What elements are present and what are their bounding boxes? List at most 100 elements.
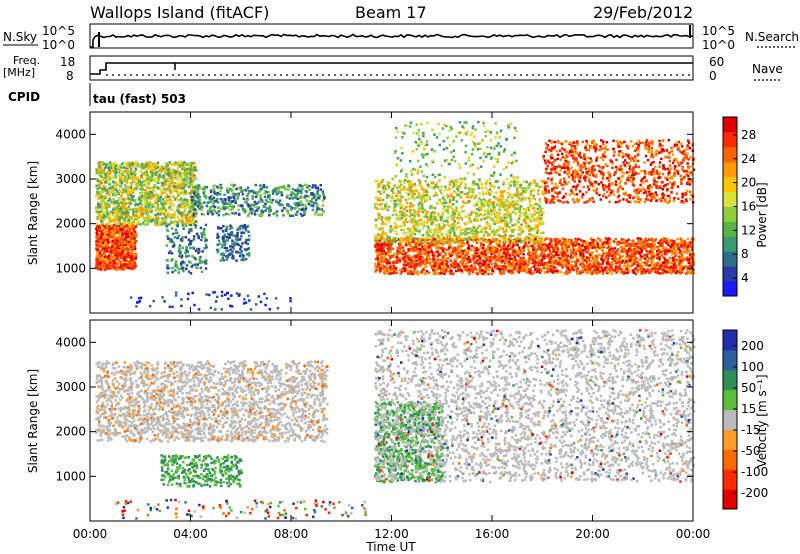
data-cell (171, 204, 175, 207)
data-cell (195, 192, 198, 196)
data-cell (654, 238, 658, 241)
data-cell (603, 240, 606, 244)
data-cell (636, 237, 639, 240)
data-cell (108, 183, 111, 186)
data-cell (180, 239, 183, 242)
data-cell (141, 206, 144, 210)
data-cell (177, 215, 180, 219)
data-cell (184, 224, 188, 228)
data-cell (299, 189, 302, 193)
data-cell (189, 211, 192, 215)
data-cell (139, 202, 142, 205)
data-cell (194, 214, 198, 217)
nsky-tick-top: 10^5 (42, 24, 75, 38)
data-cell (101, 216, 105, 220)
data-cell (111, 213, 115, 217)
data-cell (103, 225, 106, 228)
data-cell (114, 258, 117, 261)
data-cell (140, 162, 144, 166)
data-cell (124, 184, 127, 187)
data-cell (107, 215, 110, 219)
data-cell (154, 205, 158, 209)
data-cell (222, 224, 225, 228)
data-cell (111, 177, 114, 180)
data-cell (184, 251, 187, 254)
data-cell (235, 187, 238, 191)
data-cell (193, 256, 196, 260)
data-cell (650, 259, 653, 262)
data-cell (240, 204, 244, 207)
data-cell (157, 181, 160, 185)
data-cell (157, 175, 161, 179)
data-cell (605, 251, 608, 255)
data-cell (242, 189, 245, 192)
data-cell (204, 239, 207, 243)
data-cell (296, 201, 300, 205)
data-cell (186, 163, 189, 166)
data-cell (294, 193, 297, 196)
data-cell (115, 193, 118, 197)
data-cell (483, 270, 487, 274)
data-cell (218, 185, 222, 188)
data-cell (133, 237, 136, 240)
data-cell (112, 249, 116, 252)
data-cell (144, 180, 147, 183)
data-cell (139, 199, 142, 203)
data-cell (534, 256, 538, 259)
data-cell (120, 261, 124, 265)
data-cell (170, 183, 173, 187)
data-cell (109, 241, 112, 244)
data-cell (316, 213, 320, 216)
data-cell (242, 208, 245, 212)
data-cell (235, 250, 238, 254)
data-cell (203, 247, 206, 250)
data-cell (106, 242, 110, 245)
data-cell (139, 296, 143, 300)
data-cell (188, 228, 191, 231)
data-cell (200, 259, 203, 263)
data-cell (235, 259, 238, 262)
data-cell (178, 203, 181, 207)
data-cell (123, 258, 127, 262)
data-cell (100, 224, 103, 228)
data-cell (124, 189, 128, 192)
data-cell (140, 195, 144, 198)
data-cell (96, 244, 100, 247)
data-cell (106, 164, 110, 168)
data-cell (264, 190, 267, 193)
data-cell (167, 188, 171, 191)
data-cell (276, 192, 279, 195)
data-cell (100, 220, 103, 223)
data-cell (128, 161, 132, 165)
nsearch-label: N.Search (745, 30, 799, 44)
data-cell (113, 201, 116, 204)
data-cell (205, 293, 208, 296)
data-cell (130, 182, 133, 186)
data-cell (159, 213, 162, 216)
data-cell (234, 201, 237, 204)
data-cell (260, 214, 263, 217)
data-cell (104, 175, 107, 178)
data-cell (122, 217, 125, 220)
data-cell (189, 272, 193, 275)
data-cell (200, 212, 204, 216)
data-cell (155, 178, 158, 181)
data-cell (130, 259, 133, 263)
data-cell (114, 248, 117, 251)
data-cell (181, 224, 185, 227)
data-cell (274, 297, 278, 300)
data-cell (134, 202, 137, 205)
data-cell (639, 246, 643, 249)
data-cell (233, 244, 236, 247)
data-cell (201, 206, 204, 209)
data-cell (136, 176, 139, 179)
data-cell (290, 206, 294, 210)
data-cell (689, 241, 692, 244)
data-cell (99, 268, 102, 271)
data-cell (191, 218, 194, 221)
data-cell (104, 203, 107, 206)
data-cell (200, 208, 203, 212)
data-cell (231, 250, 234, 253)
data-cell (122, 188, 125, 191)
data-cell (181, 167, 184, 171)
